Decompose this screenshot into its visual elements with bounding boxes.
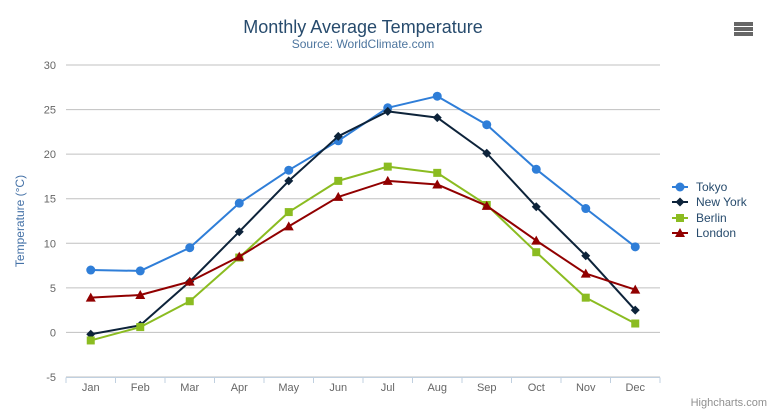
chart-title: Monthly Average Temperature <box>243 17 482 37</box>
x-axis-label: Sep <box>477 382 497 394</box>
data-point-berlin[interactable] <box>284 208 293 217</box>
legend-item-london[interactable]: London <box>671 226 747 242</box>
data-point-london[interactable] <box>580 268 591 278</box>
grid-lines <box>66 64 660 378</box>
data-point-london-legend[interactable] <box>675 228 685 238</box>
series-line-tokyo <box>89 95 637 272</box>
data-point-new-york-legend[interactable] <box>675 197 685 207</box>
data-point-tokyo[interactable] <box>185 243 195 253</box>
hamburger-icon <box>733 27 753 31</box>
data-point-tokyo[interactable] <box>135 266 145 276</box>
y-axis-label: 15 <box>44 194 56 206</box>
x-axis-label: Jan <box>82 382 100 394</box>
axes <box>65 377 661 383</box>
data-point-tokyo-legend[interactable] <box>675 182 685 192</box>
data-point-london[interactable] <box>333 191 344 201</box>
series-tokyo <box>86 91 640 276</box>
x-axis-label: Apr <box>231 382 248 394</box>
data-point-berlin[interactable] <box>86 336 95 345</box>
y-axis-label: 0 <box>50 327 56 339</box>
data-point-berlin[interactable] <box>383 162 392 171</box>
data-point-london[interactable] <box>184 276 195 286</box>
data-point-london[interactable] <box>135 289 146 299</box>
credits-link[interactable]: Highcharts.com <box>691 397 767 409</box>
data-point-berlin-legend[interactable] <box>676 213 684 222</box>
series-new-york <box>86 106 640 339</box>
y-axis-label: 10 <box>44 238 56 250</box>
x-axis-label: Mar <box>180 382 199 394</box>
chart-legend: Tokyo New York Berlin London <box>671 179 747 241</box>
data-point-new-york[interactable] <box>482 148 492 158</box>
data-point-london[interactable] <box>85 292 96 302</box>
legend-symbol-square-icon <box>672 213 688 222</box>
chart-subtitle: Source: WorldClimate.com <box>292 37 435 51</box>
data-point-london[interactable] <box>432 179 443 189</box>
data-point-new-york[interactable] <box>531 202 541 212</box>
data-point-berlin[interactable] <box>581 293 590 302</box>
series-line-new-york <box>89 110 637 336</box>
data-point-new-york[interactable] <box>284 176 294 186</box>
series-london <box>85 175 641 302</box>
series-group <box>85 91 641 345</box>
legend-item-berlin[interactable]: Berlin <box>671 210 747 226</box>
x-axis-label: Aug <box>427 382 447 394</box>
data-point-london[interactable] <box>283 221 294 231</box>
data-point-new-york[interactable] <box>383 106 393 116</box>
x-axis-label: Jul <box>381 382 395 394</box>
y-axis-label: -5 <box>46 372 56 384</box>
data-point-london[interactable] <box>481 200 492 210</box>
data-point-new-york[interactable] <box>432 113 442 123</box>
y-axis-label: 5 <box>50 283 56 295</box>
data-point-london[interactable] <box>630 284 641 294</box>
data-point-new-york[interactable] <box>333 131 343 141</box>
legend-item-new-york[interactable]: New York <box>671 195 747 211</box>
data-point-tokyo[interactable] <box>531 164 541 174</box>
data-point-new-york[interactable] <box>630 305 640 315</box>
data-point-berlin[interactable] <box>433 168 442 177</box>
x-axis-label: Dec <box>625 382 645 394</box>
series-line-berlin <box>89 165 637 342</box>
data-point-berlin[interactable] <box>532 248 541 257</box>
data-point-tokyo[interactable] <box>432 91 442 101</box>
hamburger-icon <box>733 22 753 26</box>
data-point-tokyo[interactable] <box>630 242 640 252</box>
data-point-new-york[interactable] <box>581 251 591 261</box>
legend-item-tokyo[interactable]: Tokyo <box>671 179 747 195</box>
legend-symbol-circle-icon <box>672 182 688 192</box>
x-axis-label: Nov <box>576 382 596 394</box>
legend-label: New York <box>696 195 747 210</box>
x-axis-label: Feb <box>131 382 150 394</box>
y-axis-title: Temperature (°C) <box>13 175 27 267</box>
legend-label: London <box>696 226 737 241</box>
data-point-tokyo[interactable] <box>234 198 244 208</box>
data-point-london[interactable] <box>234 251 245 261</box>
data-point-tokyo[interactable] <box>482 120 492 130</box>
hamburger-icon <box>733 32 753 36</box>
data-point-berlin[interactable] <box>631 319 640 328</box>
y-axis-label: 25 <box>44 105 56 117</box>
data-point-london[interactable] <box>382 175 393 185</box>
x-axis-label: May <box>278 382 299 394</box>
data-point-tokyo[interactable] <box>86 265 96 275</box>
series-line-london <box>89 179 637 299</box>
data-point-berlin[interactable] <box>136 323 145 332</box>
legend-label: Tokyo <box>696 179 728 194</box>
data-point-new-york[interactable] <box>234 227 244 237</box>
legend-label: Berlin <box>696 210 727 225</box>
y-axis-label: 30 <box>44 60 56 72</box>
data-point-berlin[interactable] <box>334 176 343 185</box>
chart-menu-button[interactable] <box>731 19 755 39</box>
data-point-london[interactable] <box>531 235 542 245</box>
data-point-tokyo[interactable] <box>284 165 294 175</box>
legend-symbol-diamond-icon <box>672 197 688 207</box>
data-point-berlin[interactable] <box>185 297 194 306</box>
data-point-tokyo[interactable] <box>581 204 591 214</box>
legend-symbol-triangle-icon <box>672 228 688 238</box>
y-axis-label: 20 <box>44 149 56 161</box>
axis-labels: -5 0 5 10 15 20 25 30 Jan Feb Mar Apr May Jun Jul Aug Se… <box>44 60 646 394</box>
x-axis-label: Jun <box>329 382 347 394</box>
x-axis-label: Oct <box>528 382 545 394</box>
